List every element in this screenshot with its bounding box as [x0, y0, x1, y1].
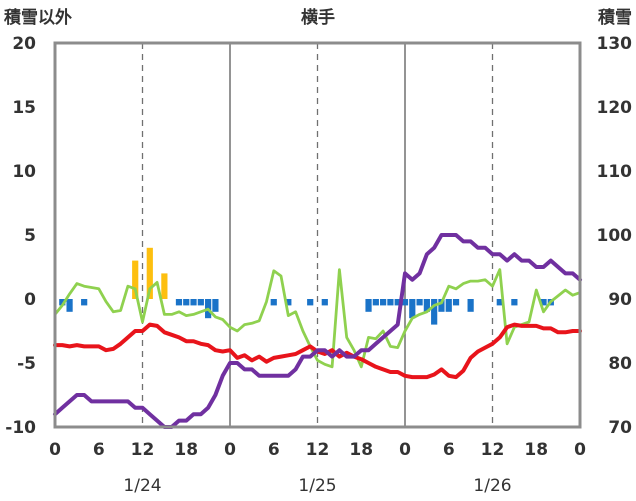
precip-bar	[307, 299, 314, 306]
right-tick-label: 70	[608, 418, 632, 438]
precip-bar	[183, 299, 190, 306]
precip-bar	[380, 299, 387, 306]
precip-bar	[365, 299, 372, 312]
precip-bar	[387, 299, 394, 306]
precip-bar	[409, 299, 416, 319]
right-tick-label: 110	[597, 162, 633, 182]
right-tick-label: 120	[597, 98, 633, 118]
x-tick-label: 6	[93, 440, 105, 460]
left-axis-label: 積雪以外	[4, 7, 72, 28]
x-tick-label: 18	[524, 440, 548, 460]
bar-series	[59, 247, 554, 325]
grid-lines	[141, 43, 494, 427]
x-tick-label: 18	[349, 440, 373, 460]
date-label: 1/24	[123, 476, 161, 496]
x-tick-label: 18	[174, 440, 198, 460]
snow-depth-line	[53, 233, 582, 429]
precip-bar	[321, 299, 328, 306]
left-tick-label: 10	[12, 162, 36, 182]
precip-bar	[496, 299, 503, 306]
precip-bar	[416, 299, 423, 306]
precip-bar	[401, 299, 409, 306]
precip-bar	[445, 299, 452, 312]
precip-bar	[270, 299, 277, 306]
precip-bar	[452, 299, 460, 306]
precip-bar	[81, 299, 88, 306]
left-tick-label: 5	[24, 226, 36, 246]
precip-bar	[394, 299, 401, 306]
x-tick-label: 6	[268, 440, 280, 460]
date-label: 1/25	[298, 476, 336, 496]
precip-bar	[190, 299, 197, 306]
precip-bar	[431, 299, 438, 325]
right-axis-label: 積雪	[598, 7, 632, 28]
precip-bar	[59, 299, 66, 306]
right-tick-label: 90	[608, 290, 632, 310]
left-tick-label: -10	[5, 418, 36, 438]
precip-bar	[467, 299, 474, 312]
precip-bar	[372, 299, 379, 306]
precip-bar	[212, 299, 219, 312]
x-tick-label: 0	[399, 440, 411, 460]
right-tick-label: 130	[597, 34, 633, 54]
precip-bar	[197, 299, 204, 306]
x-tick-label: 6	[443, 440, 455, 460]
precip-bar	[285, 299, 292, 306]
x-tick-label: 12	[131, 440, 155, 460]
precip-bar	[423, 299, 430, 312]
left-axis-ticks: 20 15 10 5 0 -5 -10	[5, 34, 36, 438]
left-tick-label: 15	[12, 98, 36, 118]
date-label: 1/26	[473, 476, 511, 496]
precip-bar	[66, 299, 73, 312]
x-axis-ticks: 0 6 12 18 0 6 12 18 0 6 12 18 0	[49, 440, 586, 460]
left-tick-label: -5	[17, 354, 36, 374]
right-axis-ticks: 130 120 110 100 90 80 70	[597, 34, 633, 438]
right-tick-label: 100	[597, 226, 633, 246]
precip-bar	[511, 299, 518, 306]
chart-title: 横手	[301, 7, 335, 28]
line-series	[53, 233, 582, 429]
precip-bar	[175, 299, 183, 306]
date-labels: 1/24 1/25 1/26	[123, 476, 511, 496]
precip-bar	[540, 299, 547, 306]
left-tick-label: 0	[24, 290, 36, 310]
sunshine-bar	[161, 273, 168, 299]
x-tick-label: 0	[49, 440, 61, 460]
sunshine-bar	[146, 247, 153, 299]
x-tick-label: 12	[481, 440, 505, 460]
sunshine-bar	[132, 260, 139, 299]
plot-frame	[53, 41, 582, 429]
x-tick-label: 12	[306, 440, 330, 460]
right-tick-label: 80	[608, 354, 632, 374]
left-tick-label: 20	[12, 34, 36, 54]
x-tick-label: 0	[224, 440, 236, 460]
x-tick-label: 0	[574, 440, 586, 460]
precip-bar	[438, 299, 445, 312]
wind-line	[53, 268, 582, 369]
